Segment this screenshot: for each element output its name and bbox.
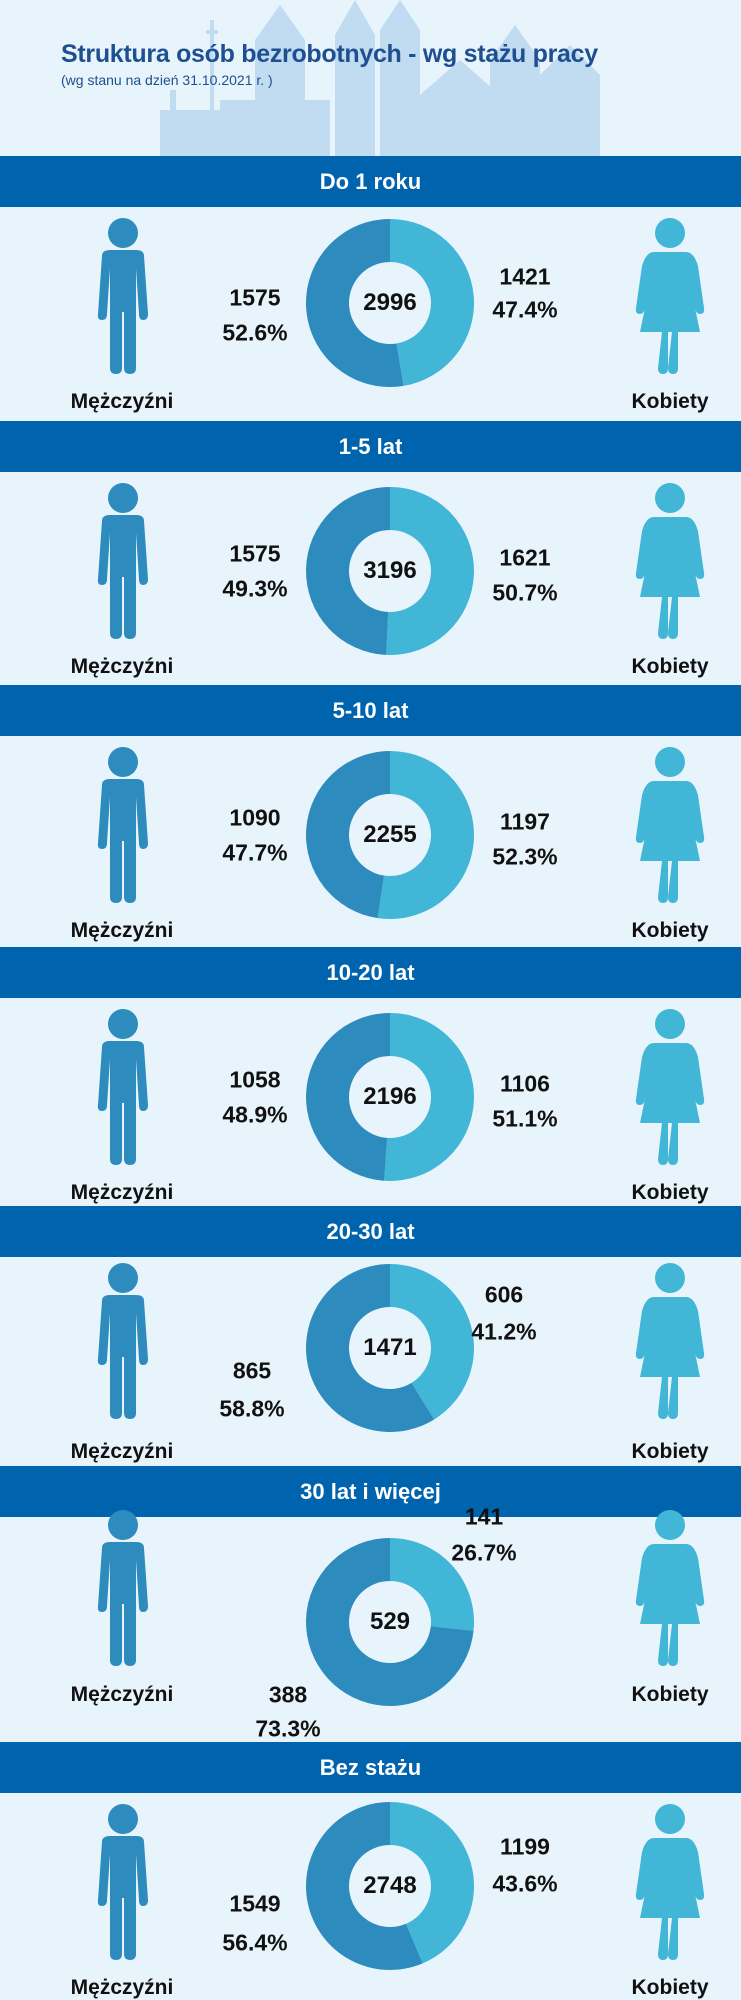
women-percent: 43.6% [492,1870,558,1897]
donut-slice-women [390,1802,474,1964]
donut-chart [305,487,474,655]
women-percent: 52.3% [492,843,558,870]
men-label: Mężczyźni [70,1683,174,1706]
man-icon [88,481,158,646]
women-count: 1421 [499,263,551,290]
women-label: Kobiety [631,1440,709,1463]
men-percent: 58.8% [219,1395,285,1422]
donut-total: 1471 [363,1334,417,1361]
men-percent: 49.3% [222,575,288,602]
men-label: Mężczyźni [70,1976,174,1999]
women-count: 1199 [500,1833,550,1860]
women-percent: 47.4% [492,296,558,323]
city-skyline-illustration [160,0,600,156]
woman-icon [630,1007,710,1172]
women-label: Kobiety [631,390,709,413]
women-label: Kobiety [631,655,709,678]
women-percent: 51.1% [492,1105,558,1132]
page-title: Struktura osób bezrobotnych - wg stażu p… [61,40,598,68]
women-count: 1197 [500,808,550,835]
page-subtitle: (wg stanu na dzień 31.10.2021 r. ) [61,72,273,88]
men-percent: 52.6% [222,319,288,346]
donut-total: 2748 [363,1872,417,1899]
donut-slice-men [306,219,404,387]
donut-total: 2996 [363,289,417,316]
section-banner: Do 1 roku [0,156,741,207]
man-icon [88,1261,158,1426]
man-icon [88,216,158,381]
men-label: Mężczyźni [70,1440,174,1463]
donut-total: 3196 [363,557,417,584]
men-count: 1575 [229,540,281,567]
donut-slice-women [390,219,475,386]
men-count: 1090 [229,804,281,831]
man-icon [88,1802,158,1967]
men-label: Mężczyźni [70,390,174,413]
donut-chart [305,751,474,919]
men-label: Mężczyźni [70,655,174,678]
men-label: Mężczyźni [70,1181,174,1204]
section-banner: Bez stażu [0,1742,741,1793]
men-count: 865 [232,1357,272,1384]
donut-total: 2255 [363,821,417,848]
man-icon [88,745,158,910]
section-banner: 5-10 lat [0,685,741,736]
men-percent: 56.4% [222,1929,288,1956]
men-count: 388 [268,1681,308,1708]
donut-chart [306,1264,474,1432]
section-banner: 20-30 lat [0,1206,741,1257]
women-percent: 26.7% [451,1539,517,1566]
header: Struktura osób bezrobotnych - wg stażu p… [0,0,741,156]
women-label: Kobiety [631,919,709,942]
donut-slice-women [377,751,474,919]
men-percent: 73.3% [255,1715,321,1742]
section-banner: 1-5 lat [0,421,741,472]
women-count: 606 [484,1281,524,1308]
man-icon [88,1007,158,1172]
women-label: Kobiety [631,1181,709,1204]
women-label: Kobiety [631,1683,709,1706]
men-percent: 48.9% [222,1101,288,1128]
donut-chart [305,1013,474,1181]
donut-slice-men [306,1264,435,1432]
men-percent: 47.7% [222,839,288,866]
woman-icon [630,745,710,910]
men-label: Mężczyźni [70,919,174,942]
donut-total: 529 [369,1608,411,1635]
donut-chart [306,1802,474,1970]
women-label: Kobiety [631,1976,709,1999]
donut-total: 2196 [363,1083,417,1110]
women-percent: 41.2% [471,1318,537,1345]
donut-slice-women [386,487,474,655]
donut-slice-women [384,1013,474,1181]
woman-icon [630,1802,710,1967]
men-count: 1058 [229,1066,281,1093]
women-count: 141 [464,1503,504,1530]
man-icon [88,1508,158,1673]
women-percent: 50.7% [492,579,558,606]
donut-slice-men [305,1013,390,1181]
donut-slice-women [390,1264,474,1420]
woman-icon [630,216,710,381]
section-banner: 30 lat i więcej [0,1466,741,1517]
woman-icon [630,1508,710,1673]
woman-icon [630,481,710,646]
woman-icon [630,1261,710,1426]
donut-slice-men [305,751,390,919]
donut-chart [306,219,475,387]
donut-slice-men [306,1802,423,1970]
donut-chart [306,1538,474,1706]
women-count: 1621 [499,544,551,571]
men-count: 1549 [229,1890,281,1917]
donut-slice-women [390,1538,474,1631]
men-count: 1575 [229,284,281,311]
women-count: 1106 [500,1070,550,1097]
donut-slice-men [306,1538,474,1706]
section-banner: 10-20 lat [0,947,741,998]
donut-slice-men [305,487,390,655]
